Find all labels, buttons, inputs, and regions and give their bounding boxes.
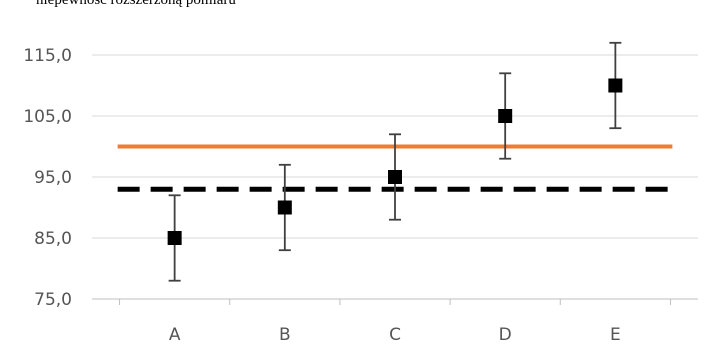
- x-tick-label: A: [169, 325, 181, 345]
- x-tick-label: B: [279, 325, 291, 345]
- chart-caption: niepewność rozszerzoną pomiaru: [36, 0, 236, 8]
- y-tick-label: 75,0: [34, 290, 72, 310]
- x-tick-label: E: [610, 325, 621, 345]
- y-tick-label: 115,0: [23, 46, 72, 66]
- data-point: [498, 109, 513, 123]
- data-point: [388, 170, 402, 184]
- data-point: [167, 231, 182, 245]
- data-point: [608, 78, 623, 93]
- y-tick-label: 95,0: [34, 168, 72, 188]
- x-tick-label: C: [389, 325, 401, 345]
- y-tick-label: 85,0: [34, 229, 72, 249]
- x-tick-label: D: [499, 325, 512, 345]
- data-point: [277, 200, 292, 215]
- y-tick-label: 105,0: [23, 107, 72, 127]
